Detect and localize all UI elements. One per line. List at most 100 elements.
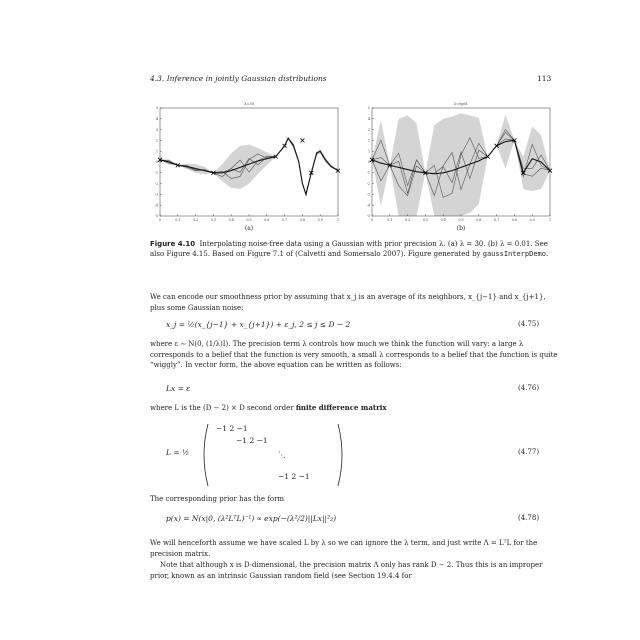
observation-marker [521,170,526,176]
panel-title: λ=0p01 [454,102,468,106]
panel-label: (a) [245,225,253,232]
running-header: 4.3. Inference in jointly Gaussian distr… [150,74,327,83]
equation-4-75: x_j = ½(x_{j−1} + x_{j+1}) + ε_j, 2 ≤ j … [166,320,351,329]
matrix-lhs: L = ½ [166,448,190,457]
caption-label: Figure 4.10 [150,240,196,248]
y-tick-label: -4 [155,203,158,207]
x-tick-label: 0.1 [175,218,180,222]
x-tick-label: 0.2 [193,218,198,222]
caption-end: . [545,249,549,258]
paragraph-4: The corresponding prior has the form [150,495,285,503]
x-tick-label: 0.7 [282,218,287,222]
x-tick-label: 1 [337,218,339,222]
y-tick-label: -5 [367,214,370,218]
y-tick-label: 5 [156,106,158,110]
x-tick-label: 0 [159,218,161,222]
x-tick-label: 0 [371,218,373,222]
x-tick-label: 0.3 [423,218,428,222]
caption-code: gaussInterpDemo [482,249,546,258]
panel-title: λ=30 [244,102,254,106]
paragraph-3-text: where L is the (D − 2) × D second order [150,404,296,412]
paragraph-2: where ε ∼ N(0, (1/λ)I). The precision te… [150,340,558,369]
x-tick-label: 0.6 [476,218,481,222]
paragraph-6: Note that although x is D-dimensional, t… [150,561,543,580]
equation-number-4-77: (4.77) [518,448,540,456]
x-tick-label: 1 [549,218,551,222]
observation-marker [512,138,517,143]
y-tick-label: -4 [367,203,370,207]
figure-panel-a: λ=300 0.1 0.2 0.3 0.4 0.5 0.6 0.7 0.8 0.9 1543210-… [155,102,341,232]
matrix-row-4: −1 2 −1 [278,472,310,481]
y-tick-label: -5 [155,214,158,218]
y-tick-label: 1 [368,149,370,153]
caption-text: Interpolating noise-free data using a Ga… [150,240,548,258]
observation-marker [387,162,393,168]
observation-marker [369,157,375,163]
y-tick-label: 4 [156,117,158,121]
equation-4-78: p(x) = N(x|0, (λ²LᵀL)⁻¹) ∝ exp(−(λ²/2)||… [166,514,337,523]
x-tick-label: 0.4 [229,218,234,222]
observation-marker [309,170,314,176]
y-tick-label: 2 [156,139,158,143]
y-tick-label: 2 [368,139,370,143]
y-tick-label: -3 [155,193,158,197]
matrix-row-1: −1 2 −1 [216,424,248,433]
y-tick-label: 0 [368,160,370,164]
figure-caption: Figure 4.10 Interpolating noise-free dat… [150,240,558,259]
y-tick-label: -1 [367,171,370,175]
observation-marker [157,157,163,163]
observation-marker [175,162,181,168]
x-tick-label: 0.3 [211,218,216,222]
matrix-brackets [203,423,343,487]
x-tick-label: 0.5 [458,218,463,222]
paragraph-1: We can encode our smoothness prior by as… [150,293,546,312]
term-finite-difference: finite difference matrix [295,403,387,412]
x-tick-label: 0.8 [512,218,517,222]
y-tick-label: -1 [155,171,158,175]
observation-marker [485,154,490,159]
y-tick-label: 3 [368,128,370,132]
y-tick-label: 4 [368,117,370,121]
observation-marker [282,143,287,149]
matrix-row-2: −1 2 −1 [236,436,268,445]
matrix-L: L = ½ −1 2 −1 −1 2 −1 ⋱ −1 2 −1 [166,420,356,490]
sample-curve-2 [371,128,551,197]
x-tick-label: 0.6 [264,218,269,222]
observation-marker [494,143,499,149]
observation-marker [300,138,305,143]
y-tick-label: -2 [367,182,370,186]
observation-marker [273,154,278,159]
x-tick-label: 0.8 [300,218,305,222]
posterior-mean-line [371,139,551,175]
x-tick-label: 0.9 [318,218,323,222]
page-number: 113 [537,74,552,83]
paragraph-3: where L is the (D − 2) × D second order … [150,403,558,414]
y-tick-label: 0 [156,160,158,164]
observation-marker [335,168,341,173]
equation-number-4-78: (4.78) [518,514,540,522]
y-tick-label: 1 [156,149,158,153]
paragraph-5: We will henceforth assume we have scaled… [150,539,538,558]
figure-panel-b: λ=0p01 0 0.1 0.2 0.3 0.4 0.5 0.6 0.7 0.8 0.9 1 5 4 3 2 1… [367,102,553,232]
panel-label: (b) [457,225,466,232]
observation-marker [211,170,216,176]
x-tick-label: 0.1 [387,218,392,222]
x-tick-label: 0.5 [246,218,251,222]
posterior-mean-line [159,137,339,197]
equation-number-4-75: (4.75) [518,320,540,328]
y-tick-label: 5 [368,106,370,110]
observation-marker [423,170,428,176]
uncertainty-band [372,113,550,216]
uncertainty-band [160,137,338,197]
x-tick-label: 0.7 [494,218,499,222]
x-tick-label: 0.2 [405,218,410,222]
x-tick-label: 0.9 [530,218,535,222]
sample-curve-3 [371,138,551,187]
x-tick-label: 0.4 [441,218,446,222]
y-tick-label: 3 [156,128,158,132]
observation-marker [547,168,553,173]
y-tick-label: -3 [367,193,370,197]
equation-number-4-76: (4.76) [518,384,540,392]
y-tick-label: -2 [155,182,158,186]
